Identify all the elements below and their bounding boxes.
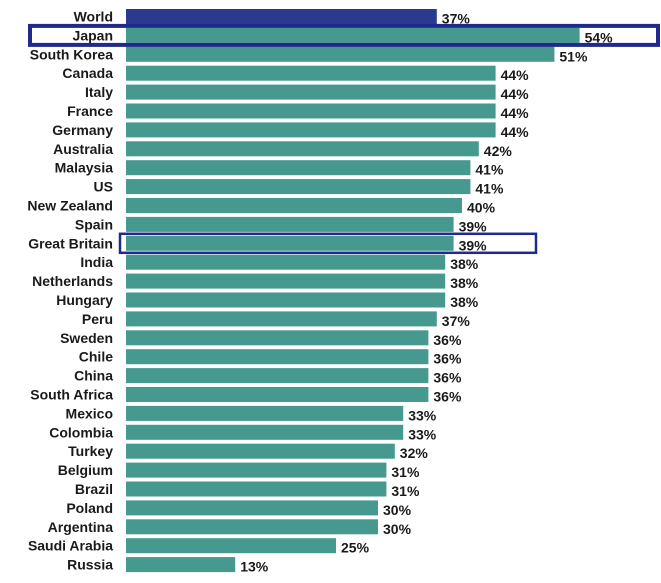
category-label-hungary: Hungary: [56, 292, 113, 308]
value-label-india: 38%: [450, 256, 479, 272]
value-label-chile: 36%: [433, 351, 462, 367]
category-label-chile: Chile: [79, 349, 113, 365]
value-label-peru: 37%: [442, 313, 471, 329]
value-label-france: 44%: [501, 105, 530, 121]
value-label-us: 41%: [475, 181, 504, 197]
category-label-peru: Peru: [82, 311, 113, 327]
value-label-colombia: 33%: [408, 426, 437, 442]
category-label-china: China: [74, 368, 113, 384]
bar-poland: [126, 500, 378, 516]
bar-hungary: [126, 292, 446, 308]
category-label-italy: Italy: [85, 84, 113, 100]
bar-colombia: [126, 424, 404, 440]
bar-russia: [126, 557, 236, 573]
highlight-outlines: [28, 23, 660, 255]
bar-australia: [126, 141, 479, 157]
bar-canada: [126, 65, 496, 81]
value-label-sweden: 36%: [433, 332, 462, 348]
category-label-australia: Australia: [53, 141, 113, 157]
value-label-argentina: 30%: [383, 521, 412, 537]
value-label-south-africa: 36%: [433, 389, 462, 405]
bar-china: [126, 368, 429, 384]
category-label-colombia: Colombia: [49, 424, 113, 440]
category-label-india: India: [80, 254, 113, 270]
bar-argentina: [126, 519, 378, 535]
value-label-italy: 44%: [501, 86, 530, 102]
value-label-netherlands: 38%: [450, 275, 479, 291]
category-label-argentina: Argentina: [48, 519, 114, 535]
category-label-russia: Russia: [67, 557, 113, 573]
value-label-belgium: 31%: [391, 464, 420, 480]
value-label-hungary: 38%: [450, 294, 479, 310]
bar-netherlands: [126, 273, 446, 289]
category-label-germany: Germany: [52, 122, 113, 138]
category-label-japan: Japan: [73, 27, 113, 43]
value-label-south-korea: 51%: [559, 48, 588, 64]
bar-us: [126, 179, 471, 195]
category-label-netherlands: Netherlands: [32, 273, 113, 289]
bar-spain: [126, 216, 454, 232]
bar-turkey: [126, 443, 395, 459]
value-label-world: 37%: [442, 11, 471, 27]
category-label-mexico: Mexico: [66, 405, 113, 421]
value-label-canada: 44%: [501, 67, 530, 83]
category-label-poland: Poland: [66, 500, 113, 516]
bar-italy: [126, 84, 496, 100]
bar-germany: [126, 122, 496, 138]
category-label-turkey: Turkey: [68, 443, 113, 459]
category-label-spain: Spain: [75, 216, 113, 232]
value-label-great-britain: 39%: [459, 237, 488, 253]
value-label-new-zealand: 40%: [467, 200, 496, 216]
highlight-outline-great-britain: [118, 232, 538, 255]
category-label-belgium: Belgium: [58, 462, 113, 478]
bar-india: [126, 254, 446, 270]
category-label-saudi-arabia: Saudi Arabia: [28, 538, 113, 554]
bar-malaysia: [126, 160, 471, 176]
value-label-germany: 44%: [501, 124, 530, 140]
value-label-malaysia: 41%: [475, 162, 504, 178]
bar-south-korea: [126, 46, 555, 62]
bar-mexico: [126, 405, 404, 421]
value-label-mexico: 33%: [408, 407, 437, 423]
category-label-us: US: [94, 179, 113, 195]
bar-belgium: [126, 462, 387, 478]
category-label-world: World: [74, 9, 113, 25]
bar-south-africa: [126, 387, 429, 402]
value-labels: 37% 54% 51% 44% 44% 44% 44% 42% 41% 41% 40% 39% 39% 3…: [240, 11, 613, 575]
bar-sweden: [126, 330, 429, 346]
category-label-south-korea: South Korea: [30, 46, 113, 62]
category-label-great-britain: Great Britain: [28, 235, 113, 251]
bar-world: [126, 9, 437, 24]
category-label-brazil: Brazil: [75, 481, 113, 497]
category-label-france: France: [67, 103, 113, 119]
category-label-south-africa: South Africa: [30, 387, 113, 403]
bar-saudi-arabia: [126, 538, 336, 554]
highlight-outline-japan: [28, 23, 660, 47]
value-label-poland: 30%: [383, 502, 412, 518]
value-label-brazil: 31%: [391, 483, 420, 499]
bar-france: [126, 103, 496, 119]
bar-chile: [126, 349, 429, 365]
bar-japan: [126, 27, 580, 43]
value-label-china: 36%: [433, 370, 462, 386]
value-label-saudi-arabia: 25%: [341, 540, 370, 556]
value-label-spain: 39%: [459, 218, 488, 234]
bar-new-zealand: [126, 198, 462, 213]
value-label-australia: 42%: [484, 143, 513, 159]
bars-layer: [126, 9, 580, 573]
category-label-sweden: Sweden: [60, 330, 113, 346]
category-labels: World Japan South Korea Canada Italy France Ge…: [27, 9, 113, 573]
bar-peru: [126, 311, 437, 327]
category-label-new-zealand: New Zealand: [27, 198, 113, 214]
bar-great-britain: [126, 235, 454, 251]
bar-brazil: [126, 481, 387, 497]
value-label-turkey: 32%: [400, 445, 429, 461]
category-label-canada: Canada: [62, 65, 113, 81]
category-label-malaysia: Malaysia: [55, 160, 114, 176]
value-label-japan: 54%: [585, 29, 614, 45]
value-label-russia: 13%: [240, 559, 269, 575]
